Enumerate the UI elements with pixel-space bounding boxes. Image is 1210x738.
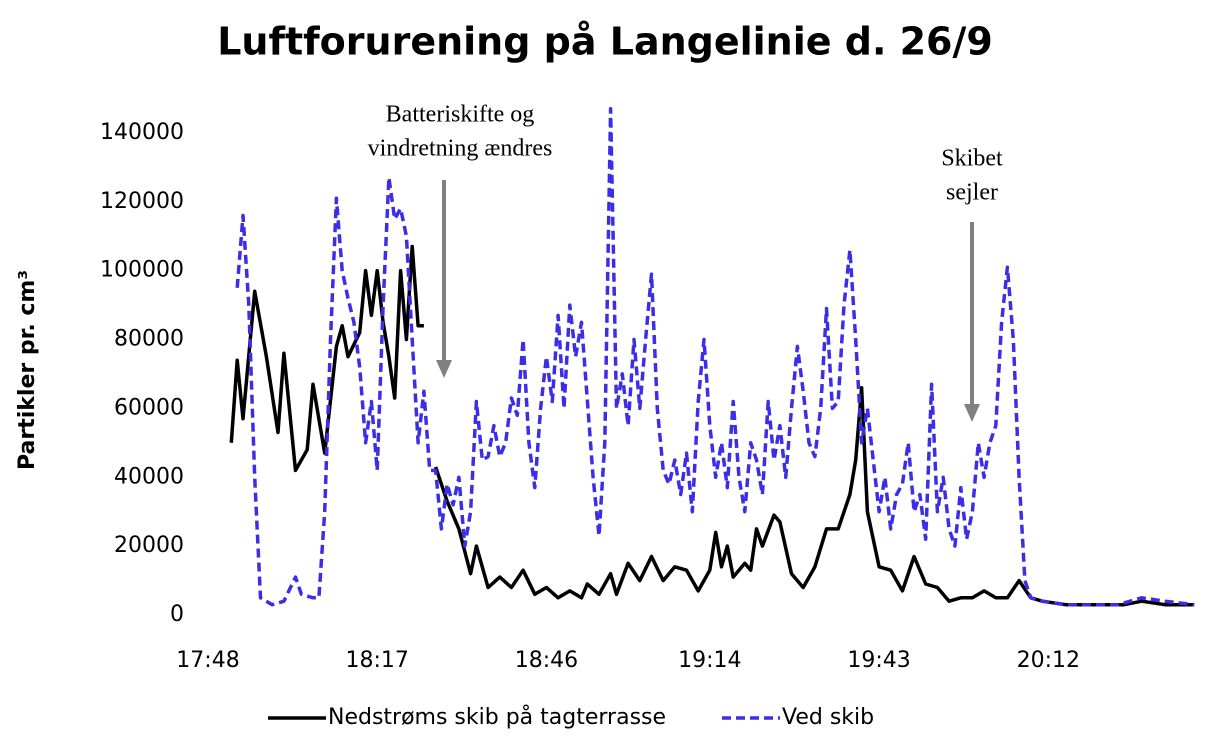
series-line: [229, 244, 1195, 607]
arrow-head: [964, 404, 980, 422]
series-line: [235, 107, 1195, 607]
x-tick-label: 18:46: [515, 648, 578, 673]
y-tick-label: 60000: [114, 395, 184, 420]
legend-label: Ved skib: [782, 705, 874, 730]
arrow-head: [436, 360, 452, 378]
annotation: Skibet: [941, 146, 1003, 172]
y-tick-label: 0: [170, 602, 184, 627]
y-tick-label: 140000: [100, 120, 184, 145]
x-tick-label: 17:48: [176, 648, 239, 673]
x-tick-label: 18:17: [346, 648, 409, 673]
chart-title: Luftforurening på Langelinie d. 26/9: [217, 20, 993, 64]
y-tick-label: 80000: [114, 327, 184, 352]
annotation: Batteriskifte og: [386, 102, 535, 128]
y-tick-label: 120000: [100, 189, 184, 214]
y-axis-label: Partikler pr. cm³: [15, 270, 40, 470]
annotation-arrows: [436, 180, 980, 422]
annotation: vindretning ændres: [368, 136, 553, 162]
x-tick-label: 20:12: [1017, 648, 1080, 673]
y-tick-label: 100000: [100, 258, 184, 283]
y-tick-label: 20000: [114, 533, 184, 558]
legend-label: Nedstrøms skib på tagterrasse: [328, 704, 666, 730]
x-tick-label: 19:14: [678, 648, 741, 673]
annotation: sejler: [946, 180, 998, 206]
y-tick-label: 40000: [114, 464, 184, 489]
x-tick-label: 19:43: [847, 648, 910, 673]
